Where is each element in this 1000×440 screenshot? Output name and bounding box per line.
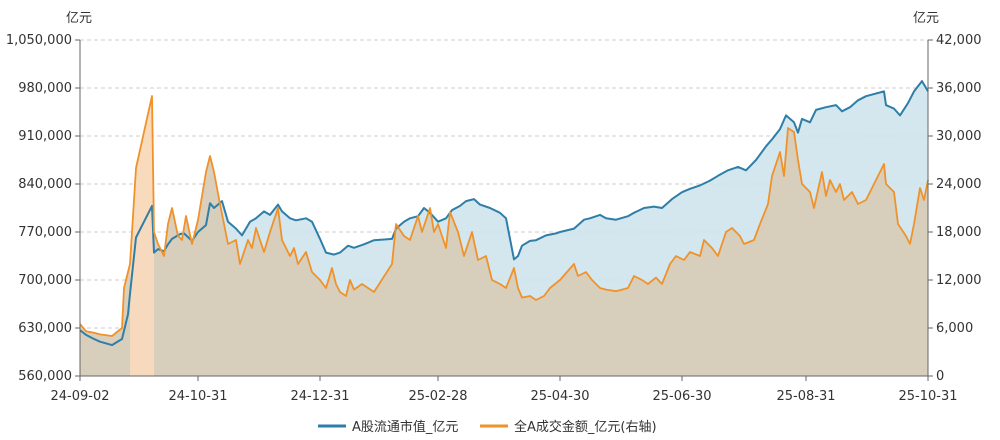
left-tick-label: 980,000 [18,81,72,96]
right-tick-label: 42,000 [936,33,982,48]
line-turnover [79,95,929,337]
left-tick-label: 630,000 [18,321,72,336]
left-tick-label: 840,000 [18,177,72,192]
right-tick-label: 12,000 [936,273,982,288]
x-tick-label: 24-12-31 [290,389,349,404]
right-tick-label: 0 [936,369,944,384]
x-tick-label: 25-06-30 [652,389,711,404]
axis-layer [79,40,929,377]
left-tick-label: 560,000 [18,369,72,384]
x-tick-label: 25-02-28 [408,389,467,404]
left-tick-label: 910,000 [18,129,72,144]
left-tick-label: 770,000 [18,225,72,240]
line-layer [79,80,929,347]
left-axis-ticks: 560,000 630,000 700,000 770,000 840,000 910,0… [6,33,80,384]
x-tick-label: 24-09-02 [50,389,109,404]
right-tick-label: 36,000 [936,81,982,96]
area-turnover-spike [130,96,154,376]
left-axis-unit: 亿元 [66,11,92,26]
right-axis-ticks: 0 6,000 12,000 18,000 24,000 30,000 36,000 42,0… [928,33,982,384]
left-tick-label: 1,050,000 [6,33,72,48]
area-turnover [80,96,928,376]
right-tick-label: 18,000 [936,225,982,240]
line-market-cap [79,80,929,347]
left-tick-label: 700,000 [18,273,72,288]
legend: A股流通市值_亿元 全A成交金额_亿元(右轴) [318,419,657,435]
x-tick-label: 25-08-31 [776,389,835,404]
x-tick-label: 25-10-31 [898,389,957,404]
x-tick-label: 24-10-31 [168,389,227,404]
area-layer [80,81,928,376]
x-tick-label: 25-04-30 [530,389,589,404]
right-tick-label: 6,000 [936,321,973,336]
right-tick-label: 30,000 [936,129,982,144]
x-axis-ticks: 24-09-02 24-10-31 24-12-31 25-02-28 25-04-30… [50,376,958,404]
legend-label-turnover: 全A成交金额_亿元(右轴) [514,419,657,435]
legend-label-market-cap: A股流通市值_亿元 [352,419,458,435]
right-axis-unit: 亿元 [913,11,939,26]
right-tick-label: 24,000 [936,177,982,192]
